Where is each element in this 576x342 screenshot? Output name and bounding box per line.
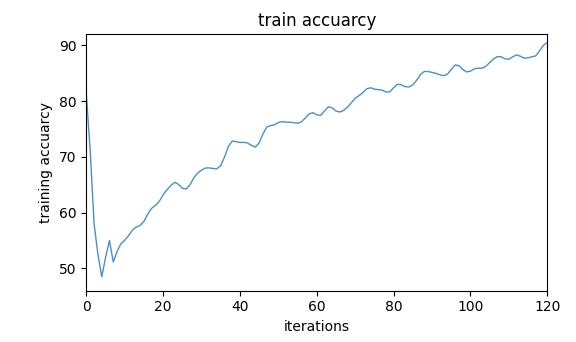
- Y-axis label: training accuarcy: training accuarcy: [40, 102, 54, 223]
- Title: train accuarcy: train accuarcy: [257, 12, 376, 30]
- X-axis label: iterations: iterations: [284, 320, 350, 334]
